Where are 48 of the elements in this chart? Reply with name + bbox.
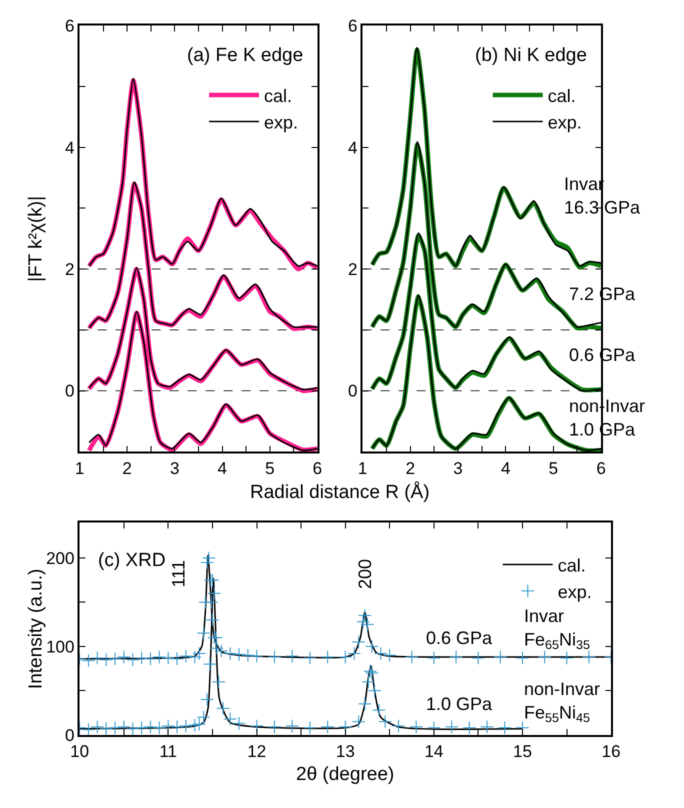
legend-label: exp. (558, 582, 592, 602)
legend-label: cal. (558, 556, 586, 576)
x-tick-label: 10 (70, 742, 90, 762)
x-tick-label: 5 (265, 458, 275, 478)
x-tick-label: 4 (500, 458, 510, 478)
x-tick-label: 1 (74, 458, 84, 478)
x-tick-label: 3 (453, 458, 463, 478)
legend-label: cal. (264, 86, 292, 106)
x-tick-label: 12 (247, 742, 266, 762)
annotation: Invar Fe$_{65}$Ni$_{35}$ (524, 606, 590, 652)
x-axis-title: Radial distance R (Å) (250, 481, 430, 503)
x-tick-label: 2 (122, 458, 132, 478)
y-tick-label: 100 (46, 637, 74, 656)
x-tick-label: 6 (312, 458, 322, 478)
y-tick-label: 0 (64, 726, 74, 745)
y-tick-label: 4 (348, 138, 358, 158)
x-tick-label: 6 (596, 458, 606, 478)
x-tick-label: 1 (358, 458, 368, 478)
annotation: 111 (168, 560, 188, 588)
x-tick-label: 13 (336, 742, 355, 762)
x-tick-label: 2 (406, 458, 416, 478)
annotation: non-Invar Fe$_{55}$Ni$_{45}$ (524, 679, 600, 726)
x-tick-label: 16 (602, 742, 621, 762)
text: (c) XRD (98, 550, 166, 571)
annotation: 0.6 GPa (426, 628, 494, 648)
text: (b) Ni K edge (475, 45, 587, 66)
x-tick-label: 4 (218, 458, 227, 478)
y-tick-label: 200 (46, 548, 74, 568)
y-tick-label: 6 (348, 16, 358, 36)
x-axis-title: 2θ (degree) (296, 764, 394, 785)
x-tick-label: 14 (424, 742, 444, 762)
legend-label: cal. (548, 86, 576, 106)
x-tick-label: 3 (170, 458, 180, 478)
legend-label: exp. (264, 112, 298, 132)
y-tick-label: 4 (64, 138, 74, 158)
y-axis-title: Intensity (a.u.) (26, 568, 47, 690)
x-tick-label: 5 (548, 458, 558, 478)
y-tick-label: 0 (348, 382, 358, 401)
x-tick-label: 15 (513, 742, 532, 762)
x-tick-label: 11 (159, 742, 178, 762)
y-tick-label: 2 (348, 260, 358, 279)
y-tick-label: 6 (64, 16, 74, 36)
legend-label: exp. (548, 112, 582, 132)
y-tick-label: 2 (64, 260, 74, 279)
annotation: 1.0 GPa (426, 694, 494, 714)
y-axis-title: |FT k²χ(k)| (26, 196, 47, 282)
text: (a) Fe K edge (187, 45, 304, 66)
y-tick-label: 0 (64, 382, 74, 401)
